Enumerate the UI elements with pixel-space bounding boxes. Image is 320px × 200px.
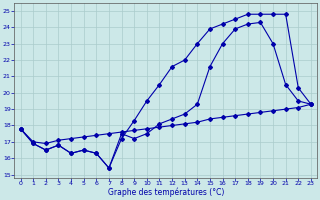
X-axis label: Graphe des températures (°C): Graphe des températures (°C) [108, 188, 224, 197]
